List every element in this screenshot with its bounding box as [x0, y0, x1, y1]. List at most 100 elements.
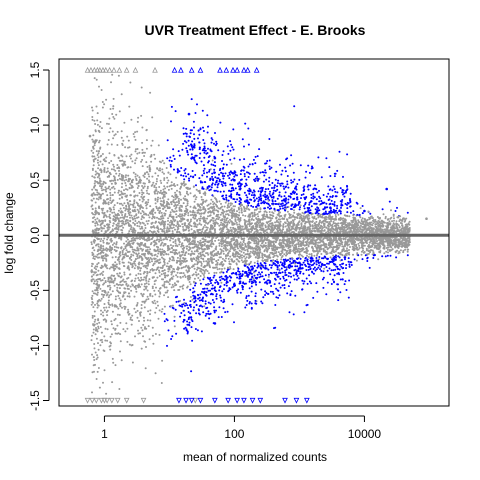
data-point: [173, 270, 176, 273]
data-point: [348, 226, 351, 229]
data-point: [107, 280, 110, 283]
data-point: [211, 183, 213, 186]
data-point: [249, 250, 252, 253]
data-point: [131, 314, 134, 317]
data-point: [158, 295, 161, 298]
data-point: [146, 165, 149, 168]
data-point: [112, 137, 115, 140]
data-point: [151, 217, 154, 220]
data-point: [116, 313, 119, 316]
data-point: [173, 205, 176, 207]
data-point: [97, 252, 100, 255]
data-point: [332, 236, 335, 239]
data-point: [341, 224, 343, 227]
data-point: [149, 309, 152, 312]
data-point: [164, 212, 167, 215]
data-point: [347, 222, 349, 225]
data-point: [203, 255, 206, 258]
data-point: [220, 171, 223, 174]
data-point: [348, 239, 351, 241]
data-point: [121, 229, 124, 232]
data-point: [127, 288, 130, 290]
data-point: [368, 241, 371, 244]
data-point: [94, 130, 97, 133]
data-point: [359, 207, 362, 210]
data-point: [169, 264, 172, 267]
data-point: [132, 221, 135, 224]
data-point: [151, 212, 154, 215]
data-point: [366, 222, 369, 224]
data-point: [256, 225, 259, 228]
data-point: [106, 229, 109, 232]
data-point: [140, 304, 143, 306]
data-point: [222, 271, 225, 274]
data-point: [175, 261, 178, 264]
data-point: [286, 250, 288, 253]
data-point: [276, 258, 279, 261]
data-point: [142, 272, 145, 275]
data-point: [142, 198, 145, 201]
data-point: [133, 199, 136, 202]
data-point: [217, 250, 220, 253]
data-point: [208, 169, 211, 171]
data-point: [289, 260, 291, 263]
data-point: [146, 248, 149, 251]
data-point: [189, 224, 191, 227]
data-point: [127, 261, 130, 264]
data-point: [145, 276, 148, 279]
data-point: [313, 254, 316, 257]
data-point: [90, 265, 93, 268]
data-point: [324, 251, 327, 254]
data-point: [88, 134, 92, 138]
data-point: [252, 250, 255, 253]
data-point: [209, 230, 212, 233]
data-point: [124, 209, 127, 212]
data-point: [94, 224, 97, 227]
data-point: [366, 253, 369, 256]
data-point: [349, 240, 352, 243]
data-point: [133, 231, 136, 234]
data-point: [183, 274, 186, 277]
data-point: [273, 243, 275, 246]
data-point: [326, 221, 329, 223]
data-point: [140, 225, 143, 228]
data-point: [209, 188, 212, 191]
data-point: [101, 249, 104, 252]
data-point: [91, 167, 94, 170]
data-point: [356, 231, 359, 233]
data-point: [259, 221, 262, 224]
data-point: [143, 254, 146, 257]
data-point: [298, 208, 301, 211]
data-point: [182, 174, 185, 177]
data-point: [256, 248, 259, 251]
data-point: [234, 205, 236, 208]
data-point: [140, 86, 143, 89]
data-point: [110, 293, 112, 296]
data-point: [123, 253, 126, 256]
data-point: [161, 266, 164, 269]
data-point: [160, 215, 162, 218]
data-point: [94, 170, 97, 173]
data-point: [348, 249, 350, 251]
data-point: [118, 260, 121, 263]
data-point: [205, 252, 208, 255]
data-point: [196, 240, 199, 243]
data-point: [229, 211, 232, 214]
data-point: [251, 229, 254, 231]
data-point: [189, 220, 192, 223]
data-point: [94, 271, 96, 274]
data-point: [170, 338, 173, 340]
data-point: [255, 242, 257, 245]
data-point: [113, 305, 116, 308]
data-point: [292, 261, 294, 264]
data-point: [112, 263, 115, 266]
data-point: [388, 231, 391, 234]
data-point: [321, 257, 323, 260]
data-point: [206, 175, 208, 178]
data-point: [304, 222, 306, 225]
data-point: [215, 189, 217, 192]
data-point: [214, 239, 217, 242]
data-point: [156, 249, 159, 252]
data-point: [355, 259, 358, 262]
data-point: [190, 228, 193, 231]
